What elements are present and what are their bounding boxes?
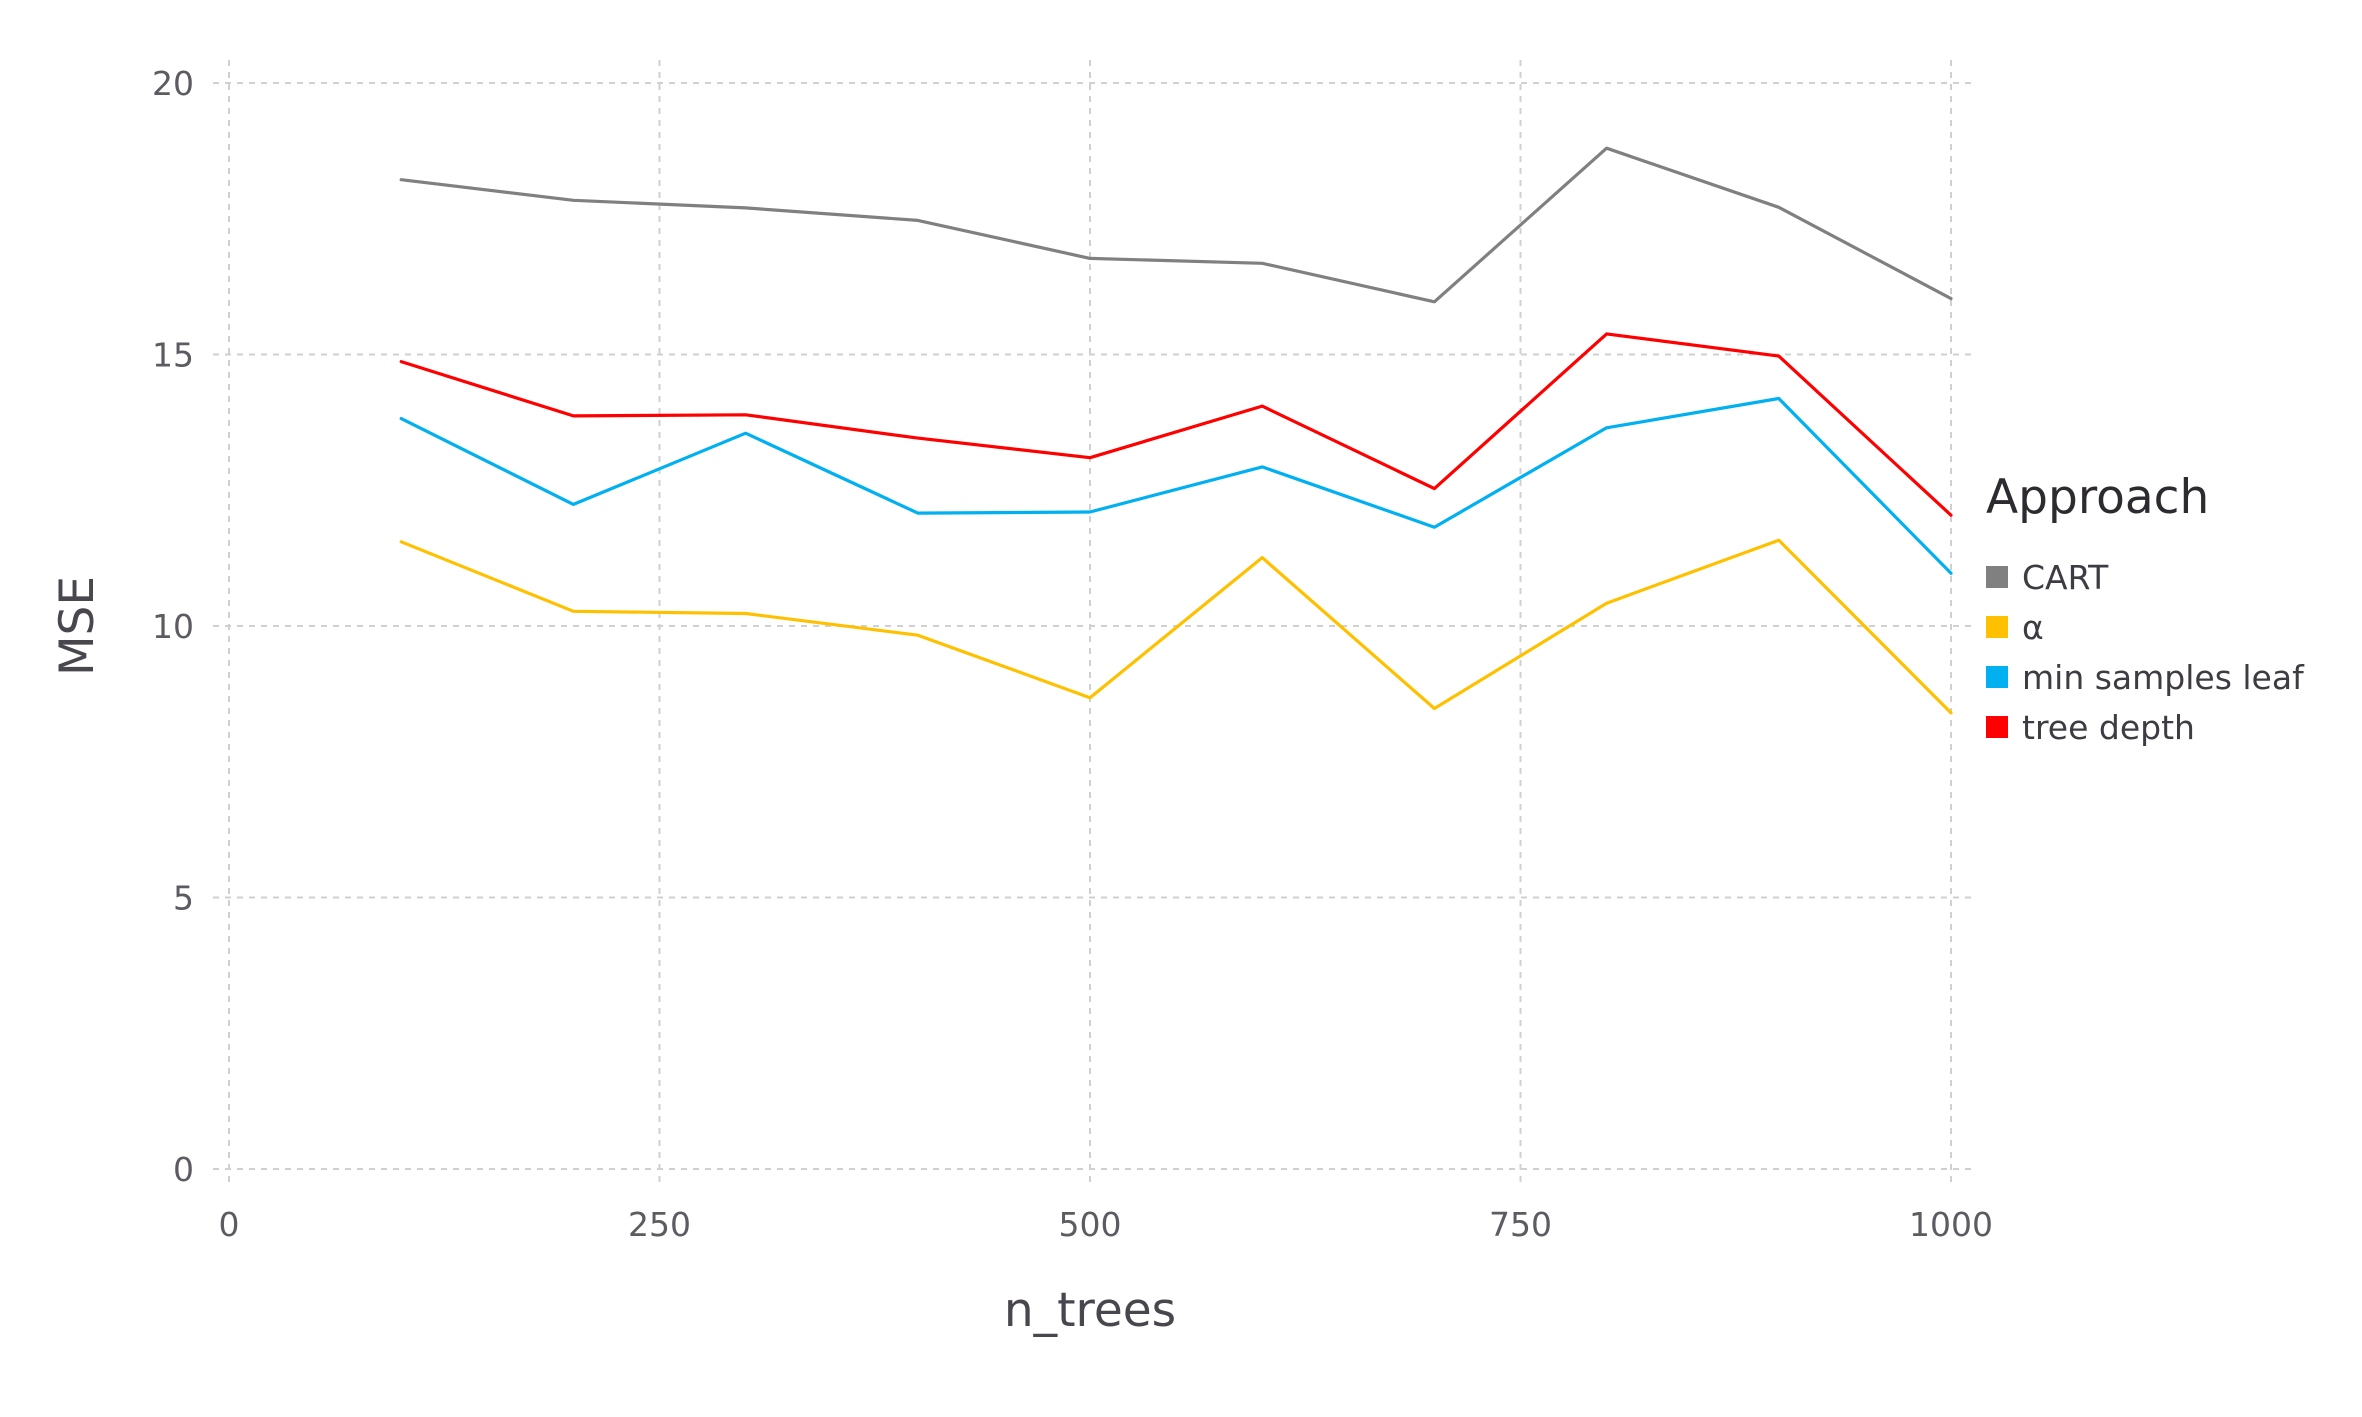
y-tick-label: 20: [152, 64, 194, 103]
legend-swatch: [1986, 616, 2008, 638]
legend-swatch: [1986, 566, 2008, 588]
series-line-2: [399, 538, 1953, 715]
legend-swatch: [1986, 716, 2008, 738]
x-tick-label: 1000: [1909, 1205, 1993, 1244]
x-axis-title: n_trees: [1004, 1283, 1176, 1338]
grid: [213, 60, 1975, 1185]
series-lines: [399, 146, 1953, 715]
x-tick-label: 500: [1059, 1205, 1122, 1244]
series-line-4: [399, 332, 1953, 517]
x-tick-label: 0: [219, 1205, 240, 1244]
legend-label: CART: [2022, 558, 2109, 597]
x-tick-label: 250: [628, 1205, 691, 1244]
legend-label: min samples leaf: [2022, 658, 2305, 697]
legend-items: CART α min samples leaf tree depth: [1986, 558, 2305, 747]
y-axis-title: MSE: [50, 576, 105, 676]
legend-label: tree depth: [2022, 708, 2195, 747]
series-line-1: [399, 146, 1953, 304]
y-axis-ticks: 0 5 10 15 20: [152, 64, 194, 1189]
legend: Approach CART α min samples leaf tree depth: [1986, 470, 2305, 747]
legend-title: Approach: [1986, 470, 2209, 525]
x-tick-label: 750: [1489, 1205, 1552, 1244]
x-axis-ticks: 0 250 500 750 1000: [219, 1205, 1993, 1244]
y-tick-label: 10: [152, 607, 194, 646]
y-tick-label: 0: [173, 1150, 194, 1189]
y-tick-label: 5: [173, 879, 194, 918]
legend-label: α: [2022, 608, 2044, 647]
series-line-3: [399, 396, 1953, 575]
legend-swatch: [1986, 666, 2008, 688]
y-tick-label: 15: [152, 336, 194, 375]
